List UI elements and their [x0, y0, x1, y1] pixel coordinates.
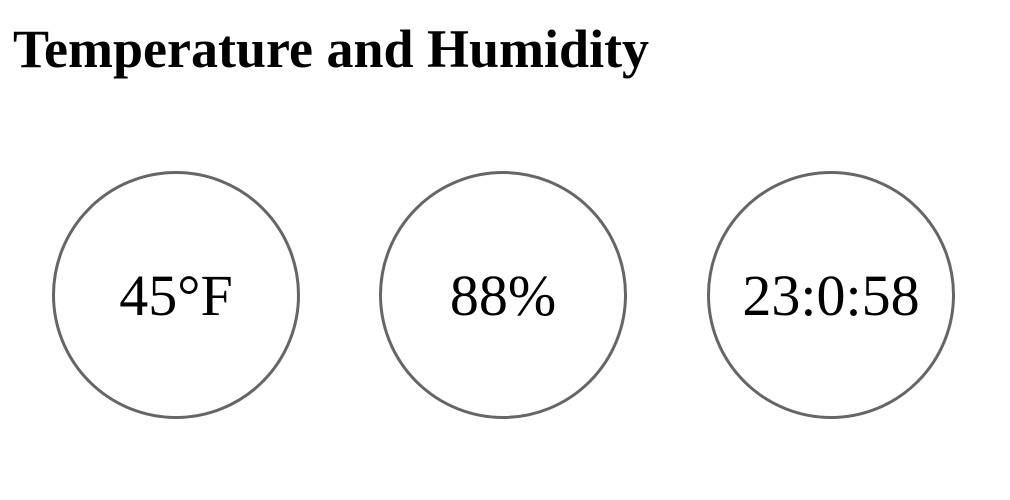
time-value: 23:0:58 — [742, 263, 920, 328]
humidity-value: 88% — [449, 263, 557, 328]
page-title: Temperature and Humidity — [13, 19, 650, 79]
time-circle: 23:0:58 — [707, 171, 955, 419]
temperature-value: 45°F — [119, 263, 233, 328]
temperature-circle: 45°F — [52, 171, 300, 419]
humidity-circle: 88% — [379, 171, 627, 419]
